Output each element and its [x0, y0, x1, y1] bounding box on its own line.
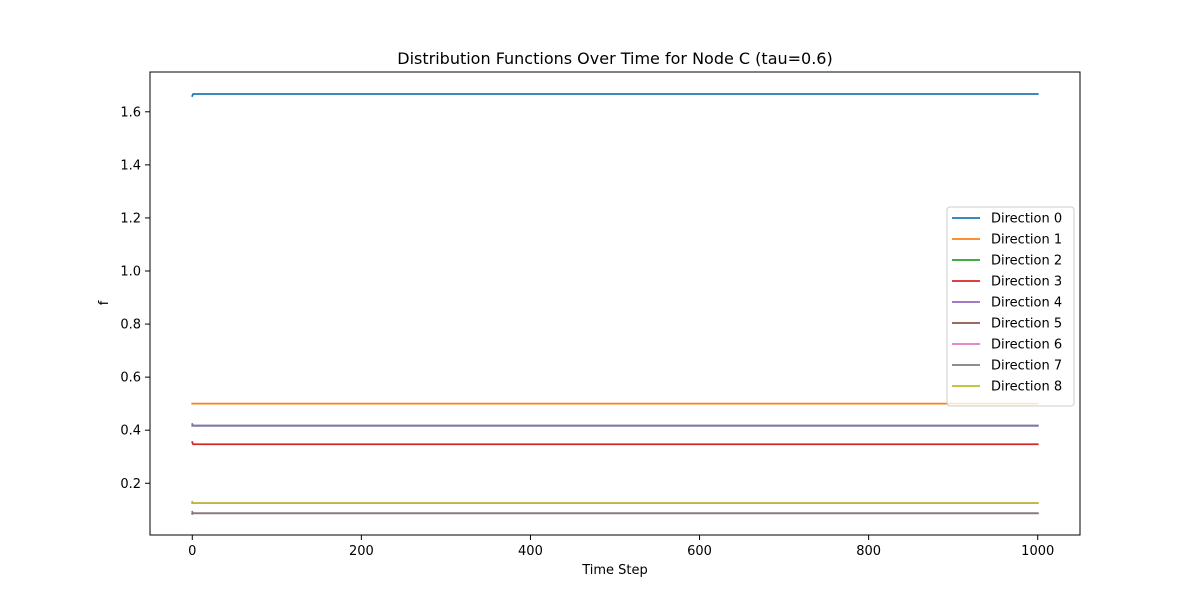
y-tick-label: 1.6: [120, 105, 141, 120]
y-tick-label: 0.2: [120, 477, 141, 492]
legend: Direction 0 Direction 1 Direction 2 Directi…: [946, 206, 1075, 407]
legend-label: Direction 0: [991, 212, 1062, 227]
series-line-direction-8: [191, 500, 1039, 505]
series-line-direction-3: [191, 440, 1039, 446]
legend-item: Direction 3: [952, 275, 1062, 290]
series-line-direction-0: [191, 93, 1039, 98]
x-axis: 0 200 400 600 800 1000: [188, 535, 1054, 559]
y-tick-label: 0.4: [120, 424, 141, 439]
y-tick-label: 1.2: [120, 211, 141, 226]
legend-item: Direction 7: [952, 359, 1062, 374]
y-axis: 0.2 0.4 0.6 0.8 1.0 1.2 1.4 1.6: [120, 105, 150, 492]
x-tick-label: 0: [188, 544, 196, 559]
y-tick-label: 1.0: [120, 264, 141, 279]
legend-item: Direction 6: [952, 338, 1062, 353]
chart-title: Distribution Functions Over Time for Nod…: [397, 49, 832, 68]
legend-label: Direction 7: [991, 359, 1062, 374]
legend-item: Direction 0: [952, 212, 1062, 227]
legend-label: Direction 5: [991, 317, 1062, 332]
legend-item: Direction 4: [952, 296, 1062, 311]
series-line-direction-4: [191, 422, 1039, 427]
x-tick-label: 1000: [1021, 544, 1054, 559]
y-axis-label: f: [97, 300, 112, 305]
legend-item: Direction 5: [952, 317, 1062, 332]
legend-box: [946, 206, 1075, 407]
legend-label: Direction 3: [991, 275, 1062, 290]
x-tick-label: 200: [349, 544, 374, 559]
legend-label: Direction 1: [991, 233, 1062, 248]
x-axis-label: Time Step: [581, 563, 648, 578]
legend-item: Direction 1: [952, 233, 1062, 248]
plot-frame: [149, 71, 1081, 536]
legend-label: Direction 6: [991, 338, 1062, 353]
legend-label: Direction 2: [991, 254, 1062, 269]
plot-area: [191, 93, 1039, 516]
legend-label: Direction 4: [991, 296, 1062, 311]
x-tick-label: 800: [856, 544, 881, 559]
legend-label: Direction 8: [991, 380, 1062, 395]
series-line-direction-7: [191, 510, 1039, 515]
legend-item: Direction 2: [952, 254, 1062, 269]
y-tick-label: 0.8: [120, 318, 141, 333]
legend-item: Direction 8: [952, 380, 1062, 395]
x-tick-label: 400: [518, 544, 543, 559]
y-tick-label: 1.4: [120, 158, 141, 173]
x-tick-label: 600: [687, 544, 712, 559]
y-tick-label: 0.6: [120, 371, 141, 386]
